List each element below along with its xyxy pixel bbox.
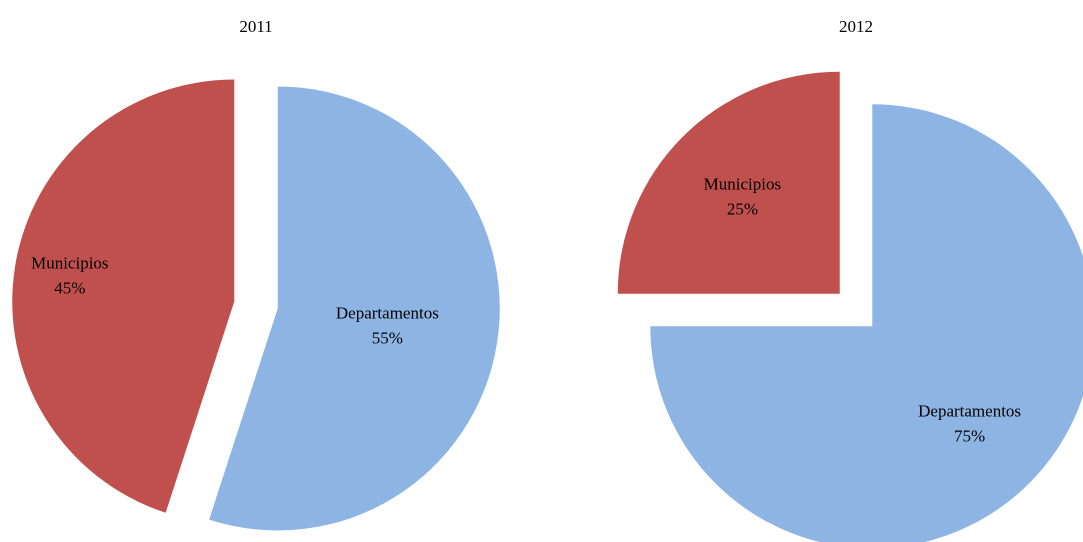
slice-value-label: 75% bbox=[954, 426, 985, 445]
slice-label: Municipios bbox=[704, 174, 781, 193]
pie-slice bbox=[209, 86, 500, 531]
slice-label: Departamentos bbox=[336, 304, 439, 323]
pie-slice bbox=[650, 104, 1083, 542]
pie-slice bbox=[12, 79, 235, 513]
slice-label: Municipios bbox=[31, 253, 108, 272]
chart-title: 2011 bbox=[239, 17, 272, 36]
slice-label: Departamentos bbox=[918, 401, 1021, 420]
slice-value-label: 45% bbox=[54, 278, 85, 297]
slice-value-label: 55% bbox=[372, 329, 403, 348]
chart-title: 2012 bbox=[839, 17, 873, 36]
slice-value-label: 25% bbox=[727, 199, 758, 218]
pie-slice bbox=[617, 71, 840, 294]
